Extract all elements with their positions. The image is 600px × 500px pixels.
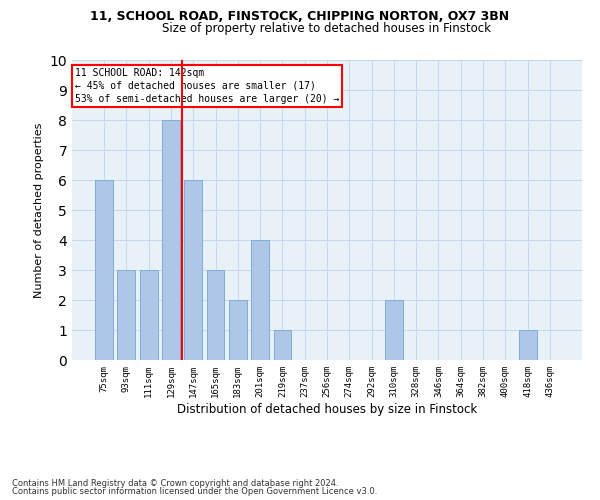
Bar (251, 240, 269, 360)
Bar (118, 270, 136, 360)
Bar (184, 180, 202, 360)
Bar (229, 300, 247, 360)
Bar (274, 330, 292, 360)
Title: Size of property relative to detached houses in Finstock: Size of property relative to detached ho… (163, 22, 491, 35)
X-axis label: Distribution of detached houses by size in Finstock: Distribution of detached houses by size … (177, 402, 477, 415)
Bar (385, 300, 403, 360)
Bar (518, 330, 536, 360)
Text: 11 SCHOOL ROAD: 142sqm
← 45% of detached houses are smaller (17)
53% of semi-det: 11 SCHOOL ROAD: 142sqm ← 45% of detached… (74, 68, 339, 104)
Text: Contains public sector information licensed under the Open Government Licence v3: Contains public sector information licen… (12, 487, 377, 496)
Text: Contains HM Land Registry data © Crown copyright and database right 2024.: Contains HM Land Registry data © Crown c… (12, 478, 338, 488)
Bar (206, 270, 224, 360)
Y-axis label: Number of detached properties: Number of detached properties (34, 122, 44, 298)
Text: 11, SCHOOL ROAD, FINSTOCK, CHIPPING NORTON, OX7 3BN: 11, SCHOOL ROAD, FINSTOCK, CHIPPING NORT… (91, 10, 509, 23)
Bar (95, 180, 113, 360)
Bar (140, 270, 158, 360)
Bar (162, 120, 180, 360)
